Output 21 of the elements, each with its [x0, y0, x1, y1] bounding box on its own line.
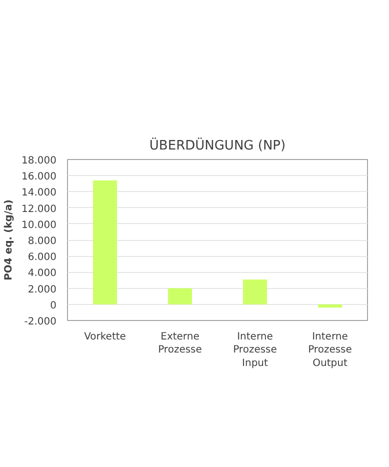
bar	[93, 180, 117, 304]
y-tick-label: 2.000	[28, 284, 57, 296]
y-tick-label: -2.000	[24, 316, 57, 328]
bar	[318, 304, 342, 308]
bar	[168, 288, 192, 304]
y-tick-label: 8.000	[28, 236, 57, 247]
y-tick-label: 0	[50, 300, 57, 312]
y-tick-label: 10.000	[22, 220, 57, 231]
x-tick-label: Interne Prozesse Output	[308, 332, 352, 369]
x-tick-label: Vorkette	[84, 332, 126, 342]
y-tick-label: 16.000	[22, 172, 57, 183]
y-tick-label: 12.000	[22, 204, 57, 215]
bar	[243, 279, 267, 304]
x-tick-label: Interne Prozesse Input	[233, 332, 277, 369]
y-axis-title: PO4 eq. (kg/a)	[4, 200, 15, 280]
y-tick-label: 4.000	[28, 268, 57, 280]
chart-title: ÜBERDÜNGUNG (NP)	[149, 138, 286, 154]
x-tick-label: Externe Prozesse	[158, 332, 202, 356]
y-tick-label: 14.000	[22, 188, 57, 199]
y-tick-label: 18.000	[22, 156, 57, 166]
y-tick-label: 6.000	[28, 252, 57, 264]
